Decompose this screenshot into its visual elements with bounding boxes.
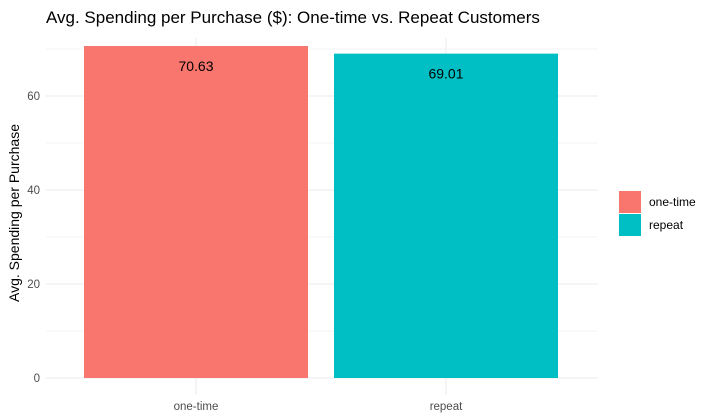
x-tick-label-one-time: one-time <box>174 401 219 413</box>
x-axis-ticks: one-time repeat <box>174 401 463 413</box>
y-tick-label: 40 <box>27 185 40 197</box>
chart-title: Avg. Spending per Purchase ($): One-time… <box>46 8 540 27</box>
legend: one-time repeat <box>619 191 696 236</box>
data-label-one-time: 70.63 <box>178 58 213 74</box>
legend-label-one-time: one-time <box>649 195 696 209</box>
x-tick-label-repeat: repeat <box>430 401 463 413</box>
bar-one-time <box>84 46 308 378</box>
bar-repeat <box>334 53 558 378</box>
y-tick-label: 20 <box>27 279 40 291</box>
legend-key-repeat <box>619 214 641 236</box>
legend-label-repeat: repeat <box>649 218 684 232</box>
legend-key-one-time <box>619 191 641 213</box>
y-axis-ticks: 0 20 40 60 <box>27 91 40 385</box>
data-label-repeat: 69.01 <box>428 66 463 82</box>
y-tick-label: 0 <box>34 373 40 385</box>
data-labels: 70.63 69.01 <box>178 58 463 82</box>
y-axis-title: Avg. Spending per Purchase <box>6 124 22 302</box>
bars <box>84 46 558 378</box>
y-tick-label: 60 <box>27 91 40 103</box>
